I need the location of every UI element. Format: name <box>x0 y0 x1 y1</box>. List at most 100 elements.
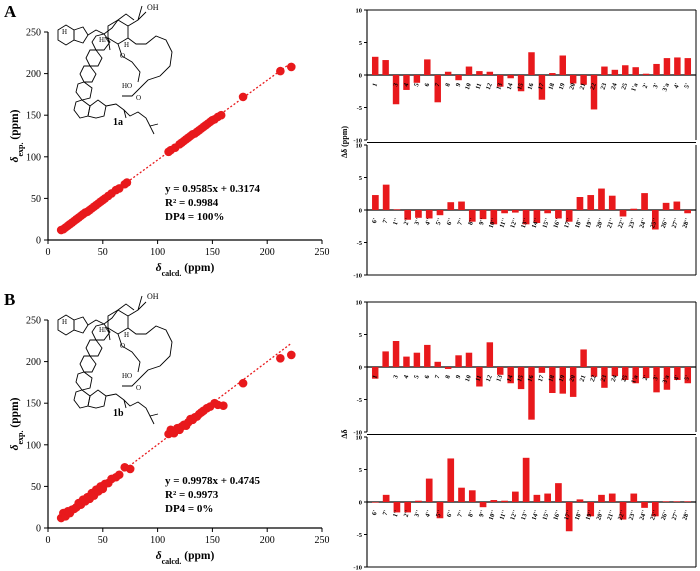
bar-b-bottom <box>372 502 379 503</box>
bar-a-top <box>486 71 494 75</box>
bar-a-top <box>434 75 441 103</box>
bar-category-label-a-top: 13 <box>495 82 504 91</box>
structure-nh-label-b: H <box>62 318 67 326</box>
bar-category-label-a-bottom: 9'' <box>478 217 487 226</box>
bar-category-label-b-top: 20 <box>568 374 577 383</box>
y-tick-label-b: 50 <box>31 482 41 493</box>
bar-category-label-b-top: 11 <box>475 374 484 382</box>
bar-category-label-a-bottom: 7'' <box>456 217 465 226</box>
structure-o-label-b2: O <box>136 384 141 392</box>
bar-a-bottom <box>673 201 681 210</box>
y-tick-label-b: 0 <box>36 524 41 535</box>
bar-category-label-a-bottom: 13'' <box>520 217 530 229</box>
bar-category-label-a-bottom: 10'' <box>488 217 498 229</box>
structure-h-label-b: H <box>124 331 129 339</box>
bar-category-label-a-bottom: 6' <box>371 217 379 224</box>
bar-y-tick-label-b-bottom: 5 <box>359 467 363 474</box>
bar-category-label-b-bottom: 9'' <box>478 509 487 518</box>
bar-b-top <box>601 367 608 388</box>
bar-category-label-a-bottom: 5'' <box>435 217 444 226</box>
bar-b-bottom <box>393 502 401 513</box>
bar-category-label-a-top: 25 <box>620 82 629 91</box>
bar-a-top <box>424 59 431 75</box>
y-tick-label-a: 250 <box>26 28 41 39</box>
bar-b-top <box>611 367 619 377</box>
bar-b-bottom <box>598 494 605 502</box>
bar-category-label-b-bottom: 20'' <box>595 509 605 521</box>
bar-category-label-b-bottom: 4'' <box>424 509 433 518</box>
bar-b-top <box>403 356 410 367</box>
bar-category-label-a-top: 22 <box>589 82 598 91</box>
bar-category-label-a-top: 4' <box>673 82 681 89</box>
bar-b-top <box>590 367 598 377</box>
bar-a-bottom <box>468 210 476 222</box>
bar-y-tick-label-b-bottom: -10 <box>353 565 362 571</box>
bar-chart-a-bottom: 10 5 0 -5 -10 6' 7' 1'' 2'' 3'' 4'' 5'' 6'' 7'' 8'' 9''… <box>353 143 697 280</box>
bar-y-tick-label-a-bottom: -10 <box>353 273 362 280</box>
bar-b-top <box>622 367 629 380</box>
bar-category-label-b-bottom: 8'' <box>467 509 476 518</box>
bar-category-label-b-bottom: 6' <box>371 509 379 516</box>
equation-b: y = 0.9978x + 0.4745 <box>165 475 261 487</box>
compound-label-b: 1b <box>113 408 124 419</box>
data-point-b <box>219 401 228 410</box>
x-tick-label-a: 0 <box>46 247 51 258</box>
equation-a: y = 0.9585x + 0.3174 <box>165 183 261 195</box>
bar-a-top <box>371 56 379 75</box>
bar-category-label-a-bottom: 22'' <box>617 217 627 229</box>
bar-b-bottom <box>479 502 487 508</box>
bar-category-label-a-bottom: 14'' <box>531 217 541 229</box>
bar-a-bottom <box>522 210 530 225</box>
r2-b: R² = 0.9973 <box>165 489 219 501</box>
bar-a-top <box>382 60 389 75</box>
bar-category-label-b-bottom: 24'' <box>638 509 648 521</box>
bar-category-label-a-top: 24 <box>610 82 619 91</box>
bar-category-label-a-bottom: 4'' <box>424 217 433 226</box>
y-tick-label-b: 150 <box>26 399 41 410</box>
r2-a: R² = 0.9984 <box>165 197 219 209</box>
bar-a-top <box>611 69 619 75</box>
structure-h-label-a: H <box>124 41 129 49</box>
bar-category-label-b-bottom: 6'' <box>446 509 455 518</box>
bar-category-label-b-top: 16 <box>527 374 536 383</box>
bar-y-tick-label-a-top: 5 <box>359 40 363 47</box>
structure-oh-label-b: OH <box>147 292 159 301</box>
bar-category-label-a-bottom: 25'' <box>649 217 659 229</box>
bar-category-label-b-top: 3 <box>392 374 400 380</box>
bar-category-label-a-top: 9 <box>455 82 463 88</box>
bar-category-label-a-bottom: 19'' <box>585 217 595 229</box>
bar-category-label-a-bottom: 26'' <box>660 217 670 229</box>
bar-b-top <box>392 341 400 367</box>
bar-category-label-a-bottom: 6'' <box>446 217 455 226</box>
bar-category-label-b-bottom: 21'' <box>606 509 616 521</box>
bar-b-bottom <box>641 502 648 508</box>
bar-a-top <box>413 75 421 83</box>
structure-o-label-b: O <box>120 342 125 350</box>
bar-category-label-b-bottom: 1'' <box>392 509 401 518</box>
data-point-b <box>125 464 135 474</box>
bar-y-tick-label-a-top: -5 <box>357 105 363 112</box>
bar-b-top <box>424 344 431 367</box>
bar-a-bottom <box>447 202 455 210</box>
compound-label-a: 1a <box>113 117 123 128</box>
bar-a-bottom <box>608 195 616 210</box>
bar-a-bottom <box>555 210 562 219</box>
bar-b-top <box>465 352 473 367</box>
bar-y-tick-label-b-top: 10 <box>356 300 363 307</box>
bar-y-tick-label-b-top: -5 <box>357 397 363 404</box>
bar-category-label-b-top: 21 <box>579 374 588 383</box>
bar-a-bottom <box>587 195 595 210</box>
bar-b-top <box>684 367 692 384</box>
structure-oh-label-a: OH <box>147 3 159 12</box>
bar-category-label-a-top: 4 <box>403 82 411 88</box>
bar-category-label-a-top: 12 <box>485 82 494 91</box>
bar-category-label-b-bottom: 27'' <box>671 509 681 521</box>
bar-category-label-b-top: 18 <box>547 374 556 383</box>
bar-a-top <box>538 75 546 100</box>
bar-category-label-a-bottom: 2'' <box>403 217 412 226</box>
y-tick-label-a: 0 <box>36 236 41 247</box>
bar-b-bottom <box>512 491 519 502</box>
dp4-b: DP4 = 0% <box>165 503 213 515</box>
